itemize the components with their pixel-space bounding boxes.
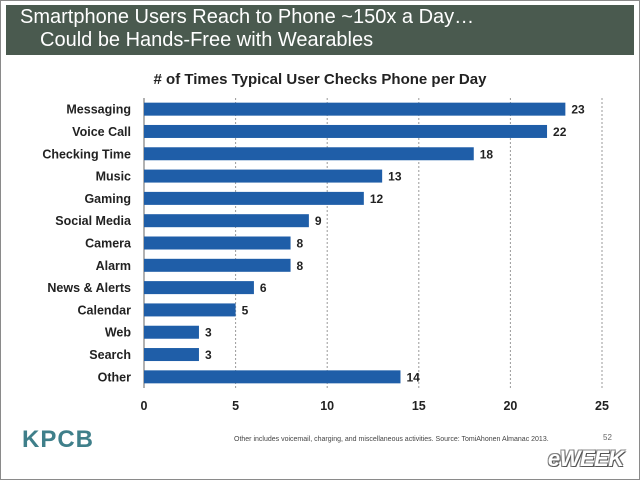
bar [144, 325, 199, 339]
category-label: Search [89, 348, 131, 362]
page-number: 52 [603, 433, 612, 442]
bar [144, 348, 199, 362]
bar [144, 102, 566, 116]
data-label: 23 [571, 103, 585, 117]
x-tick-label: 0 [141, 399, 148, 413]
category-label: Social Media [55, 214, 132, 228]
x-tick-label: 25 [595, 399, 609, 413]
category-label: Web [105, 326, 132, 340]
data-label: 9 [315, 214, 322, 228]
data-label: 5 [242, 303, 249, 317]
bar [144, 303, 236, 317]
data-label: 12 [370, 192, 384, 206]
data-label: 3 [205, 326, 212, 340]
bar [144, 191, 364, 205]
data-label: 22 [553, 125, 567, 139]
data-label: 8 [297, 237, 304, 251]
source-note: Other includes voicemail, charging, and … [234, 436, 549, 443]
data-label: 6 [260, 281, 267, 295]
bar [144, 124, 548, 138]
x-tick-label: 20 [503, 399, 517, 413]
kpcb-logo: KPCB [22, 426, 95, 453]
x-tick-label: 10 [320, 399, 334, 413]
category-label: Gaming [84, 192, 131, 206]
category-label: Music [96, 170, 131, 184]
bar [144, 258, 291, 272]
category-label: Camera [85, 237, 132, 251]
category-label: News & Alerts [47, 281, 131, 295]
data-label: 14 [406, 370, 420, 384]
eweek-watermark: eWEEK [548, 446, 624, 471]
category-label: Calendar [78, 303, 132, 317]
category-label: Alarm [96, 259, 131, 273]
bar [144, 370, 401, 384]
category-label: Voice Call [72, 125, 131, 139]
data-label: 3 [205, 348, 212, 362]
category-label: Checking Time [42, 147, 131, 161]
bar [144, 147, 474, 161]
x-tick-label: 15 [412, 399, 426, 413]
data-label: 18 [480, 147, 494, 161]
title-banner: Smartphone Users Reach to Phone ~150x a … [6, 5, 634, 55]
category-label: Messaging [66, 103, 131, 117]
x-tick-label: 5 [232, 399, 239, 413]
banner-title-line2: Could be Hands-Free with Wearables [40, 29, 374, 51]
banner-title-line1: Smartphone Users Reach to Phone ~150x a … [20, 6, 475, 28]
bar [144, 281, 254, 295]
bar [144, 236, 291, 250]
data-label: 8 [297, 259, 304, 273]
bar [144, 169, 383, 183]
category-label: Other [98, 370, 131, 384]
bar [144, 214, 309, 228]
chart-title: # of Times Typical User Checks Phone per… [154, 71, 488, 88]
data-label: 13 [388, 170, 402, 184]
